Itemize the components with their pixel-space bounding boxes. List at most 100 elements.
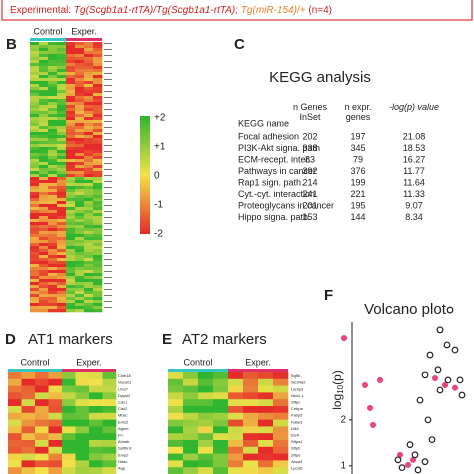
heatmap-cell bbox=[39, 117, 49, 121]
column-header-part: genes bbox=[346, 112, 371, 122]
heatmap-cell bbox=[48, 156, 58, 160]
heatmap-cell bbox=[243, 446, 259, 454]
gene-tick bbox=[104, 109, 112, 110]
heatmap-cell bbox=[243, 392, 259, 400]
heatmap-cell bbox=[75, 183, 85, 187]
heatmap-cell bbox=[39, 120, 49, 124]
heatmap-cell bbox=[39, 207, 49, 211]
heatmap-cell bbox=[168, 372, 184, 380]
heatmap-cell bbox=[48, 183, 58, 187]
heatmap-cell bbox=[39, 252, 49, 256]
heatmap-cell bbox=[75, 273, 85, 277]
heatmap-cell bbox=[39, 192, 49, 196]
heatmap-cell bbox=[66, 207, 76, 211]
heatmap-cell bbox=[93, 132, 103, 136]
heatmap-cell bbox=[84, 231, 94, 235]
heatmap-cell bbox=[39, 174, 49, 178]
heatmap-cell bbox=[84, 273, 94, 277]
heatmap-cell bbox=[66, 171, 76, 175]
heatmap-cell bbox=[84, 264, 94, 268]
heatmap-cell bbox=[30, 267, 40, 271]
heatmap-cell bbox=[48, 285, 58, 289]
heatmap-cell bbox=[48, 57, 58, 61]
heatmap-cell bbox=[243, 453, 259, 461]
heatmap-cell bbox=[75, 192, 85, 196]
heatmap-cell bbox=[93, 228, 103, 232]
heatmap-cell bbox=[48, 279, 58, 283]
heatmap-cell bbox=[48, 108, 58, 112]
volcano-point bbox=[421, 458, 429, 466]
heatmap-cell bbox=[39, 123, 49, 127]
heatmap-cell bbox=[93, 258, 103, 262]
heatmap-cell bbox=[273, 412, 289, 420]
heatmap-cell bbox=[84, 258, 94, 262]
heatmap-cell bbox=[35, 453, 49, 461]
heatmap-cell bbox=[183, 440, 199, 448]
heatmap-cell bbox=[39, 159, 49, 163]
heatmap-cell bbox=[213, 467, 229, 474]
heatmap-cell bbox=[48, 276, 58, 280]
heatmap-cell bbox=[84, 78, 94, 82]
heatmap-cell bbox=[93, 309, 103, 313]
heatmap-cell bbox=[93, 204, 103, 208]
group-label: Control bbox=[183, 357, 212, 367]
heatmap-cell bbox=[39, 99, 49, 103]
heatmap-cell bbox=[93, 72, 103, 76]
heatmap-cell bbox=[66, 66, 76, 70]
heatmap-cell bbox=[84, 303, 94, 307]
heatmap-cell bbox=[66, 237, 76, 241]
heatmap-cell bbox=[39, 63, 49, 67]
heatmap-cell bbox=[48, 433, 63, 441]
heatmap-cell bbox=[89, 446, 103, 454]
gene-tick bbox=[104, 211, 112, 212]
heatmap-cell bbox=[93, 264, 103, 268]
heatmap-cell bbox=[93, 225, 103, 229]
heatmap-cell bbox=[75, 228, 85, 232]
heatmap-cell bbox=[39, 303, 49, 307]
heatmap-cell bbox=[89, 419, 103, 427]
heatmap-cell bbox=[39, 183, 49, 187]
column-header: n expr. genes bbox=[344, 102, 371, 122]
table-cell-number: 79 bbox=[353, 154, 363, 164]
heatmap-cell bbox=[39, 288, 49, 292]
heatmap-cell bbox=[48, 426, 63, 434]
heatmap-cell bbox=[30, 141, 40, 145]
heatmap-cell bbox=[93, 249, 103, 253]
heatmap-cell bbox=[75, 249, 85, 253]
heatmap-cell bbox=[66, 195, 76, 199]
heatmap-cell bbox=[84, 144, 94, 148]
heatmap-cell bbox=[75, 399, 90, 407]
heatmap-cell bbox=[75, 446, 90, 454]
gene-label: Ahnak bbox=[118, 439, 129, 444]
heatmap-cell bbox=[30, 90, 40, 94]
heatmap-cell bbox=[8, 392, 22, 400]
heatmap-cell bbox=[66, 213, 76, 217]
heatmap-cell bbox=[48, 213, 58, 217]
heatmap-cell bbox=[39, 219, 49, 223]
heatmap-cell bbox=[48, 378, 63, 386]
volcano-point bbox=[361, 381, 369, 388]
heatmap-cell bbox=[93, 135, 103, 139]
heatmap-cell bbox=[84, 69, 94, 73]
heatmap-cell bbox=[198, 467, 214, 474]
panel-label: C bbox=[234, 36, 245, 53]
heatmap-cell bbox=[66, 219, 76, 223]
gene-tick bbox=[104, 253, 112, 254]
volcano-point bbox=[458, 391, 466, 399]
heatmap-cell bbox=[30, 180, 40, 184]
heatmap-cell bbox=[39, 162, 49, 166]
table-cell-number: 153 bbox=[302, 212, 317, 222]
heatmap-cell bbox=[75, 216, 85, 220]
heatmap-cell bbox=[57, 54, 67, 58]
heatmap-cell bbox=[75, 237, 85, 241]
heatmap-cell bbox=[57, 51, 67, 55]
heatmap-cell bbox=[273, 433, 289, 441]
heatmap-cell bbox=[84, 255, 94, 259]
heatmap-cell bbox=[39, 273, 49, 277]
heatmap-cell bbox=[66, 225, 76, 229]
heatmap-cell bbox=[93, 42, 103, 46]
heatmap-cell bbox=[39, 186, 49, 190]
heatmap-cell bbox=[57, 276, 67, 280]
heatmap-cell bbox=[75, 63, 85, 67]
